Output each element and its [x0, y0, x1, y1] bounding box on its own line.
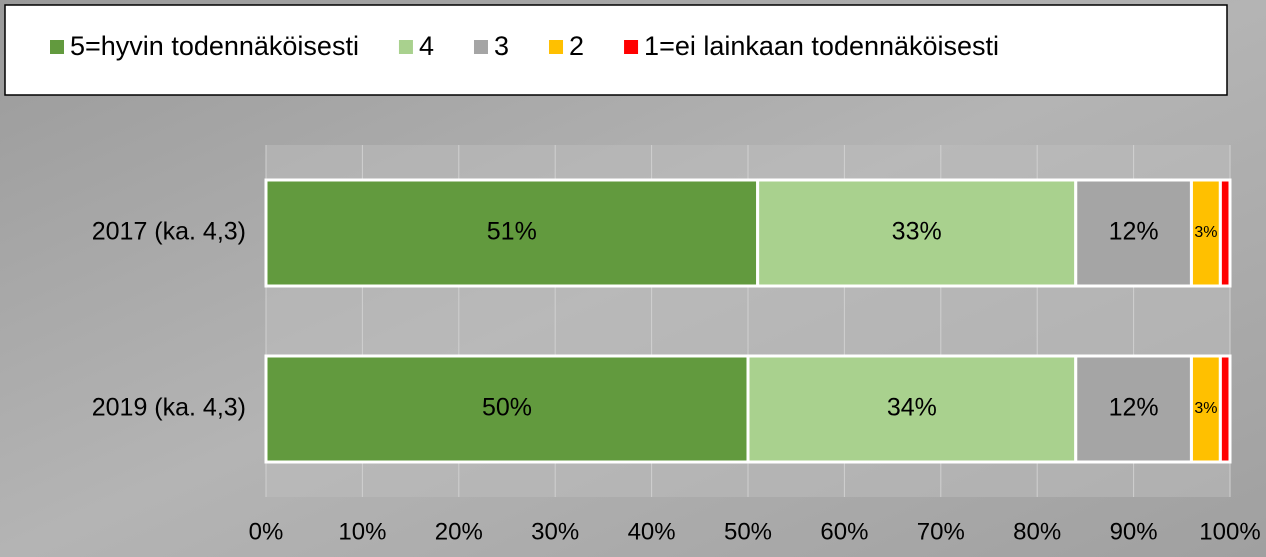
legend-swatch	[50, 40, 64, 54]
data-label: 50%	[482, 394, 532, 422]
y-tick-label: 2017 (ka. 4,3)	[92, 218, 246, 246]
x-tick-label: 30%	[531, 518, 579, 545]
x-tick-label: 40%	[628, 518, 676, 545]
legend-label: 4	[419, 31, 434, 61]
data-label: 33%	[892, 218, 942, 246]
data-label: 51%	[487, 218, 537, 246]
bar-segment	[1220, 180, 1230, 286]
x-tick-label: 100%	[1199, 518, 1260, 545]
legend-swatch	[474, 40, 488, 54]
legend-swatch	[624, 40, 638, 54]
x-tick-label: 60%	[820, 518, 868, 545]
data-label: 12%	[1109, 218, 1159, 246]
data-label: 3%	[1194, 400, 1217, 417]
x-tick-label: 10%	[338, 518, 386, 545]
data-label: 34%	[887, 394, 937, 422]
data-label: 12%	[1109, 394, 1159, 422]
legend-label: 3	[494, 31, 509, 61]
bar-segment	[1220, 356, 1230, 462]
y-tick-label: 2019 (ka. 4,3)	[92, 394, 246, 422]
legend-label: 1=ei lainkaan todennäköisesti	[644, 31, 999, 61]
x-tick-label: 90%	[1110, 518, 1158, 545]
x-tick-label: 0%	[249, 518, 284, 545]
x-tick-label: 20%	[435, 518, 483, 545]
legend-label: 5=hyvin todennäköisesti	[70, 31, 359, 61]
legend-swatch	[549, 40, 563, 54]
data-label: 3%	[1194, 224, 1217, 241]
x-tick-label: 70%	[917, 518, 965, 545]
legend-swatch	[399, 40, 413, 54]
x-tick-label: 50%	[724, 518, 772, 545]
x-tick-label: 80%	[1013, 518, 1061, 545]
legend-label: 2	[569, 31, 584, 61]
chart: 0% 10% 20% 30% 40% 50% 60% 70% 80% 90% 100% 2017 (k…	[0, 0, 1266, 557]
